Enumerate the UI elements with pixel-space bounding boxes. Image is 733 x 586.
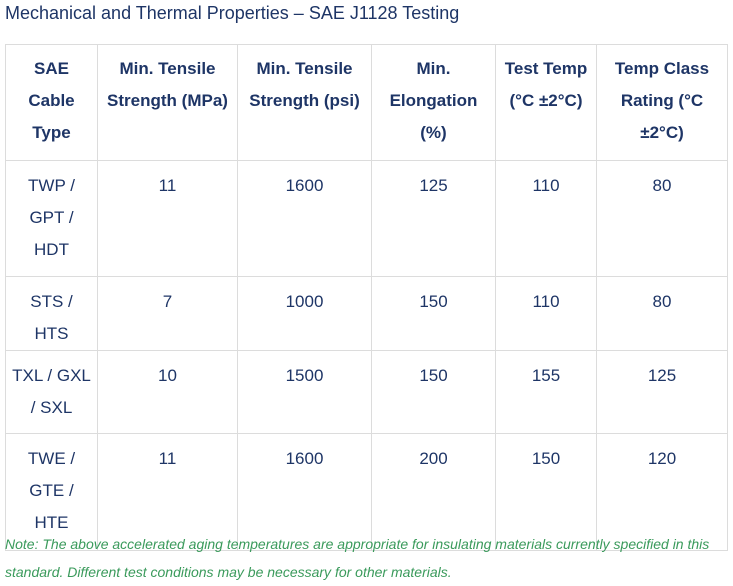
table-cell: 110	[495, 160, 597, 277]
table-cell: 125	[371, 160, 496, 277]
header-cell: SAE Cable Type	[5, 44, 98, 161]
table-cell: 155	[495, 350, 597, 434]
table-cell: 10	[97, 350, 238, 434]
header-cell: Min. Elongation (%)	[371, 44, 496, 161]
table-cell: 150	[371, 276, 496, 351]
table-cell: TXL / GXL / SXL	[5, 350, 98, 434]
table-cell: 7	[97, 276, 238, 351]
table-cell: TWE / GTE / HTE	[5, 433, 98, 551]
table-cell: 11	[97, 433, 238, 551]
table-cell: 1600	[237, 160, 372, 277]
header-cell: Temp Class Rating (°C ±2°C)	[596, 44, 728, 161]
table-cell: 1000	[237, 276, 372, 351]
table-cell: 80	[596, 276, 728, 351]
header-cell: Min. Tensile Strength (MPa)	[97, 44, 238, 161]
table-row: TWE / GTE / HTE 11 1600 200 150 120	[5, 433, 728, 551]
table-cell: 110	[495, 276, 597, 351]
note: Note: The above accelerated aging temper…	[5, 536, 710, 580]
table-row: STS / HTS 7 1000 150 110 80	[5, 276, 728, 351]
table-cell: 125	[596, 350, 728, 434]
table-cell: 150	[371, 350, 496, 434]
table-cell: 200	[371, 433, 496, 551]
title: Mechanical and Thermal Properties – SAE …	[5, 3, 460, 23]
table-cell: 150	[495, 433, 597, 551]
header-row: SAE Cable Type Min. Tensile Strength (MPa…	[5, 44, 728, 161]
table-cell: STS / HTS	[5, 276, 98, 351]
table-cell: 80	[596, 160, 728, 277]
properties-table: SAE Cable Type Min. Tensile Strength (MPa…	[5, 44, 728, 551]
table-cell: 1500	[237, 350, 372, 434]
table-body: TWP / GPT / HDT 11 1600 125 110 80 STS / HTS 7 1…	[5, 160, 728, 551]
table-cell: 1600	[237, 433, 372, 551]
header-cell: Min. Tensile Strength (psi)	[237, 44, 372, 161]
table-row: TXL / GXL / SXL 10 1500 150 155 125	[5, 350, 728, 434]
header-cell: Test Temp (°C ±2°C)	[495, 44, 597, 161]
table-cell: TWP / GPT / HDT	[5, 160, 98, 277]
table-row: TWP / GPT / HDT 11 1600 125 110 80	[5, 160, 728, 277]
table-cell: 120	[596, 433, 728, 551]
table-cell: 11	[97, 160, 238, 277]
